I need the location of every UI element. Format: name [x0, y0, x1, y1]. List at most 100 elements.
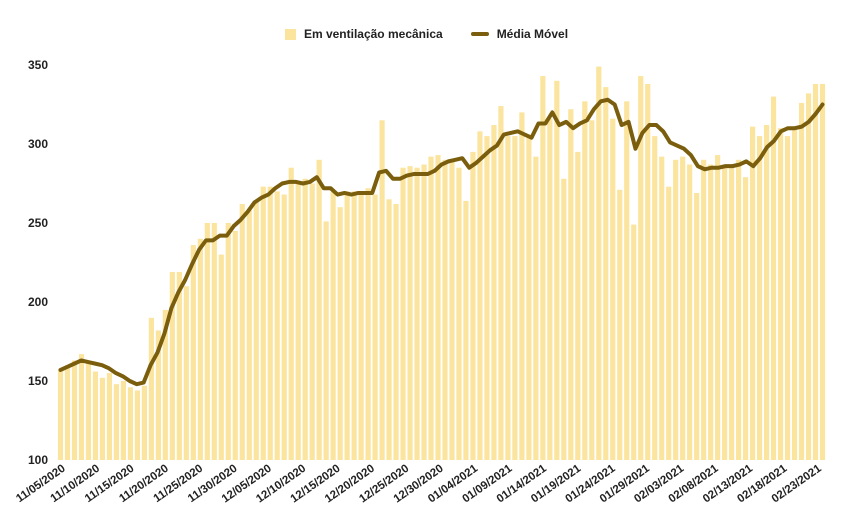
bar: [652, 136, 658, 460]
bar: [330, 191, 336, 460]
bar: [470, 151, 476, 460]
bar: [218, 254, 224, 460]
bar: [631, 224, 637, 460]
bar: [638, 76, 644, 460]
bar: [757, 136, 763, 460]
x-axis-ticks: 11/05/202011/10/202011/15/202011/20/2020…: [14, 462, 824, 505]
bar: [554, 80, 560, 461]
bar: [85, 362, 92, 460]
y-tick-label: 200: [28, 295, 48, 309]
bar: [435, 155, 441, 460]
bar: [763, 125, 770, 460]
bar: [414, 167, 420, 460]
bar: [260, 186, 266, 460]
legend-label-bars: Em ventilação mecânica: [303, 27, 443, 41]
bar: [526, 136, 532, 460]
bar: [743, 177, 749, 460]
bar: [239, 204, 245, 460]
bar: [302, 178, 308, 460]
bar: [694, 192, 700, 461]
y-tick-label: 100: [28, 453, 48, 467]
bar: [64, 365, 71, 460]
legend: Em ventilação mecânica Média Móvel: [0, 25, 853, 43]
bar: [736, 159, 742, 461]
bar: [428, 156, 434, 460]
bar: [204, 223, 210, 460]
bar: [211, 223, 217, 460]
bar: [400, 167, 406, 460]
bar: [372, 194, 378, 460]
bar: [512, 136, 518, 460]
bar: [812, 83, 819, 461]
bar: [791, 128, 798, 460]
bar: [71, 360, 78, 460]
bar: [57, 369, 64, 460]
bar: [666, 186, 672, 460]
bar: [680, 156, 686, 460]
bar: [701, 159, 707, 461]
bar: [610, 118, 616, 460]
y-tick-label: 300: [28, 137, 48, 151]
bar: [162, 309, 168, 460]
bar: [323, 221, 329, 460]
bar: [673, 159, 679, 461]
y-tick-label: 150: [28, 374, 48, 388]
bar: [798, 102, 805, 461]
bar: [582, 101, 588, 460]
bar: [232, 230, 238, 460]
bar: [78, 354, 85, 460]
bar: [127, 387, 133, 460]
bar: [351, 191, 357, 460]
bar: [687, 164, 693, 461]
bar: [659, 156, 665, 460]
bar: [281, 194, 287, 460]
legend-item-bars: Em ventilação mecânica: [284, 27, 443, 41]
bar: [337, 207, 343, 460]
bar: [155, 330, 161, 460]
bar: [498, 106, 504, 460]
bar: [197, 238, 203, 460]
bar: [777, 128, 784, 460]
y-tick-label: 350: [28, 58, 48, 72]
bar: [729, 164, 735, 461]
bar: [113, 384, 120, 460]
bar: [379, 120, 385, 461]
bar: [309, 183, 315, 460]
bar-swatch-icon: [284, 28, 296, 40]
bar: [246, 210, 252, 460]
bar: [358, 194, 364, 460]
bar: [784, 136, 791, 460]
bar: [295, 183, 301, 460]
bar: [575, 151, 581, 460]
bar: [225, 223, 231, 460]
moving-average-line: [58, 97, 825, 387]
bar: [176, 271, 182, 460]
bar: [805, 93, 812, 460]
bar: [722, 167, 728, 460]
bar: [596, 66, 602, 460]
y-tick-label: 250: [28, 216, 48, 230]
bar: [99, 377, 106, 460]
bar: [603, 87, 609, 461]
bar: [421, 164, 427, 461]
bar: [519, 112, 525, 461]
bar: [106, 373, 113, 460]
bar: [190, 245, 196, 460]
bar: [589, 120, 595, 461]
bar: [386, 199, 392, 461]
bar: [344, 191, 350, 460]
bar: [169, 271, 175, 460]
bar: [449, 159, 455, 461]
bar: [547, 118, 553, 460]
bar: [540, 76, 546, 460]
bar: [770, 96, 777, 460]
legend-label-line: Média Móvel: [496, 27, 569, 41]
bar: [645, 83, 651, 461]
y-axis-ticks: 100 150 200 250 300 350: [28, 58, 48, 467]
bar: [267, 186, 273, 460]
bar: [533, 156, 539, 460]
bar: [407, 166, 413, 460]
bar: [134, 390, 140, 460]
bar: [148, 317, 154, 460]
